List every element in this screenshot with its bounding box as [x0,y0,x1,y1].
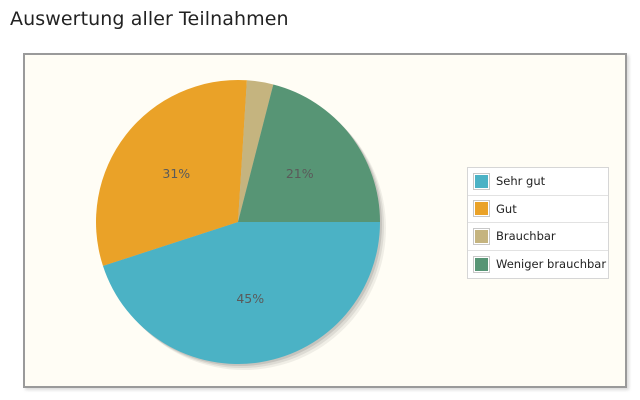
pie-slice-sehr-gut [102,222,380,364]
legend-item-weniger-brauchbar: Weniger brauchbar [468,251,608,279]
legend-swatch [473,255,490,273]
pie-slice-label: 45% [236,291,264,306]
legend-swatch [473,200,490,218]
pie-slice-weniger-brauchbar [238,84,380,223]
pie-slice-brauchbar [238,80,274,222]
pie-slices [95,79,380,364]
legend-label: Sehr gut [496,174,546,189]
legend-label: Gut [496,201,517,216]
legend-label: Brauchbar [496,229,556,244]
pie-chart: 45% 31% 21% [95,79,386,370]
legend-swatch [473,227,490,245]
legend-item-brauchbar: Brauchbar [468,223,608,251]
pie-labels: 45% 31% 21% [162,166,313,306]
legend-item-gut: Gut [468,196,608,223]
legend-item-sehr-gut: Sehr gut [468,168,608,196]
pie-slice-label: 21% [286,166,314,181]
pie-slice-label: 31% [162,166,190,181]
page-title: Auswertung aller Teilnahmen [10,8,289,30]
pie-slice-gut [95,79,247,266]
chart-panel: 45% 31% 21% Sehr gut Gut Brauchbar Weniger… [23,53,627,388]
chart-legend: Sehr gut Gut Brauchbar Weniger brauchbar [467,167,609,279]
legend-label: Weniger brauchbar [496,257,607,272]
legend-swatch [473,172,490,190]
